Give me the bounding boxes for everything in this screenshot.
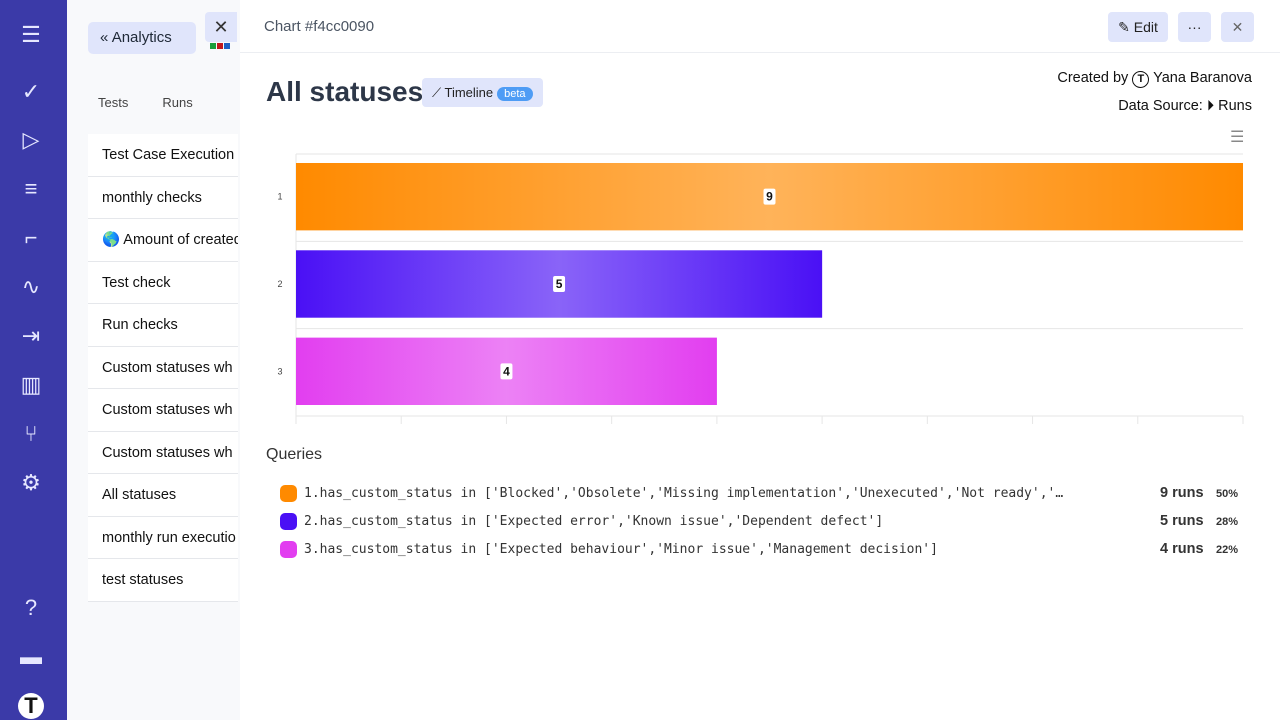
data-label: 9	[766, 190, 773, 204]
timeline-button[interactable]: ⟋ Timeline beta	[422, 78, 543, 107]
pulse-icon[interactable]: ∿	[21, 274, 41, 299]
series-swatch	[280, 485, 297, 502]
series-swatch	[280, 541, 297, 558]
folder-icon[interactable]: ▬	[20, 644, 42, 669]
help-icon[interactable]: ?	[24, 595, 38, 620]
query-percent: 28%	[1216, 516, 1239, 528]
edit-label: Edit	[1133, 19, 1158, 35]
data-label: 5	[556, 277, 563, 291]
back-analytics-button[interactable]: « Analytics	[88, 22, 196, 54]
timeline-label: Timeline	[444, 85, 494, 100]
source-label: Data Source:	[1118, 98, 1203, 114]
chart-icon[interactable]: ▥	[20, 372, 42, 397]
icon-rail: ☰ ✓ ▷ ≡ ⌐ ∿ ⇥ ▥ ⑂ ⚙ ? ▬ T	[0, 0, 67, 720]
y-tick-label: 2	[277, 279, 282, 289]
pencil-icon: ✎	[1118, 19, 1134, 35]
play-icon[interactable]: ▷	[22, 127, 40, 152]
edit-button[interactable]: ✎ Edit	[1108, 12, 1168, 42]
list-item[interactable]: 🌎 Amount of created	[88, 219, 238, 262]
created-by-label: Created by	[1057, 70, 1129, 86]
list-item[interactable]: Run checks	[88, 304, 238, 347]
list-item[interactable]: All statuses	[88, 474, 238, 517]
created-by: Created by T Yana Baranova	[1057, 70, 1252, 88]
list-item[interactable]: Custom statuses wh	[88, 431, 238, 474]
list-check-icon[interactable]: ≡	[24, 176, 38, 201]
query-runs: 5 runs	[1160, 513, 1204, 529]
query-row[interactable]: 3.has_custom_status in ['Expected behavi…	[280, 540, 1240, 560]
back-label: Analytics	[111, 29, 172, 46]
double-chevron-left-icon: «	[100, 29, 112, 46]
logo-icon[interactable]: T	[18, 693, 44, 719]
query-text: 3.has_custom_status in ['Expected behavi…	[304, 542, 938, 557]
flag-icon	[210, 43, 230, 49]
query-row[interactable]: 2.has_custom_status in ['Expected error'…	[280, 512, 1240, 532]
query-row[interactable]: 1.has_custom_status in ['Blocked','Obsol…	[280, 484, 1240, 504]
check-icon[interactable]: ✓	[21, 79, 41, 104]
query-text: 2.has_custom_status in ['Expected error'…	[304, 514, 884, 529]
source-value[interactable]: Runs	[1218, 98, 1252, 114]
data-label-bg	[553, 276, 566, 292]
play-circle-icon: ⏵	[1206, 98, 1215, 114]
beta-badge: beta	[497, 87, 533, 101]
close-panel-button[interactable]: ✕	[205, 12, 237, 42]
data-label-bg	[500, 363, 513, 380]
close-button[interactable]: ✕	[1221, 12, 1254, 42]
list-item[interactable]: Custom statuses wh	[88, 389, 238, 432]
chart-id: Chart #f4cc0090	[264, 18, 375, 35]
series-swatch	[280, 513, 297, 530]
queries-heading: Queries	[266, 446, 323, 463]
avatar: T	[1132, 71, 1150, 88]
list-item[interactable]: monthly checks	[88, 176, 238, 219]
branch-icon[interactable]: ⑂	[24, 421, 38, 446]
import-icon[interactable]: ⇥	[21, 323, 41, 348]
data-source: Data Source: ⏵ Runs	[1118, 98, 1252, 114]
list-item[interactable]: test statuses	[88, 559, 238, 602]
side-panel: « Analytics ✕ Tests Runs Test Case Execu…	[67, 0, 240, 720]
tab-runs[interactable]: Runs	[162, 95, 193, 110]
menu-icon[interactable]: ☰	[21, 22, 41, 47]
query-percent: 50%	[1216, 488, 1239, 500]
y-tick-label: 3	[277, 366, 282, 376]
chart-view: Chart #f4cc0090 ✎ Edit ··· ✕ All statuse…	[240, 0, 1280, 720]
y-tick-label: 1	[277, 192, 282, 202]
list-item[interactable]: Custom statuses wh	[88, 346, 238, 389]
stairs-icon[interactable]: ⌐	[24, 225, 38, 250]
list-item[interactable]: Test check	[88, 261, 238, 304]
query-runs: 9 runs	[1160, 485, 1204, 501]
page-title: All statuses	[266, 76, 424, 107]
query-percent: 22%	[1216, 544, 1239, 556]
trend-icon: ⟋	[432, 85, 445, 100]
data-label-bg	[763, 188, 776, 205]
list-item[interactable]: monthly run executio	[88, 516, 238, 559]
query-runs: 4 runs	[1160, 541, 1204, 557]
query-text: 1.has_custom_status in ['Blocked','Obsol…	[304, 486, 1064, 501]
list-item[interactable]: Test Case Execution	[88, 134, 238, 177]
tab-tests[interactable]: Tests	[98, 95, 129, 110]
gear-icon[interactable]: ⚙	[21, 470, 41, 495]
chart-menu-icon[interactable]: ☰	[1230, 129, 1245, 146]
header: Chart #f4cc0090 ✎ Edit ··· ✕	[240, 0, 1280, 53]
chart-list: Test Case Execution monthly checks 🌎 Amo…	[88, 134, 238, 602]
data-label: 4	[503, 364, 510, 378]
author-name[interactable]: Yana Baranova	[1153, 70, 1252, 86]
bar-chart: 1 9 2 5 3 4	[277, 153, 1244, 424]
more-button[interactable]: ···	[1178, 12, 1211, 42]
